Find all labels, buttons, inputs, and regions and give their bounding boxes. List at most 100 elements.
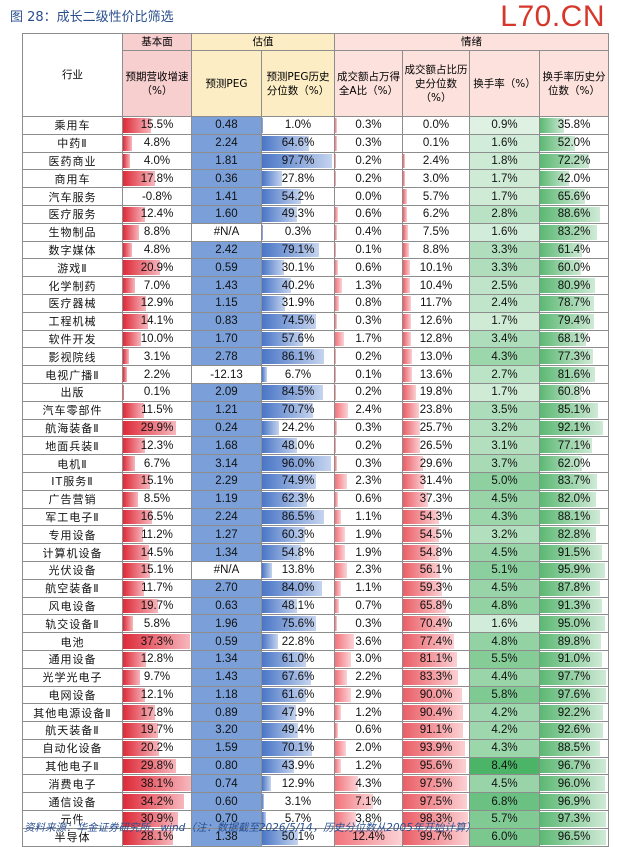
peg-percentile-cell-value: 49.3% [262,208,334,220]
growth-cell-value: 11.2% [123,529,191,541]
growth-cell: 34.2% [123,793,192,811]
turnover-percentile-cell: 82.8% [540,526,609,544]
peg-percentile-cell: 27.8% [262,170,335,188]
turnover-percentile-cell-value: 60.8% [540,386,608,398]
turnover-cell: 5.1% [470,561,540,579]
volume-share-cell: 2.3% [335,472,403,490]
volume-share-cell-value: 0.3% [335,458,402,470]
industry-name: 工程机械 [23,312,123,330]
peg-percentile-cell: 30.1% [262,259,335,277]
peg-percentile-cell-value: 13.8% [262,564,334,576]
turnover-percentile-cell-value: 95.9% [540,564,608,576]
turnover-percentile-cell-value: 68.1% [540,333,608,345]
peg-percentile-cell-value: 57.6% [262,333,334,345]
growth-cell: 5.8% [123,615,192,633]
turnover-percentile-cell-value: 60.0% [540,262,608,274]
turnover-cell: 1.7% [470,188,540,206]
volume-share-cell-value: 0.6% [335,208,402,220]
volume-percentile-cell: 83.3% [403,668,470,686]
peg-percentile-cell-value: 62.3% [262,493,334,505]
turnover-percentile-cell-value: 95.0% [540,618,608,630]
volume-share-cell: 3.0% [335,650,403,668]
turnover-percentile-cell: 87.8% [540,579,609,597]
volume-percentile-cell: 10.1% [403,259,470,277]
turnover-percentile-cell: 92.2% [540,704,609,722]
volume-percentile-cell-value: 10.1% [403,262,469,274]
turnover-cell: 2.5% [470,277,540,295]
turnover-percentile-cell-value: 89.8% [540,636,608,648]
peg-cell: 1.60 [192,205,262,223]
turnover-percentile-cell: 91.3% [540,597,609,615]
volume-percentile-cell-value: 23.8% [403,404,469,416]
industry-name: 化学制药 [23,277,123,295]
volume-share-cell: 1.7% [335,330,403,348]
peg-percentile-cell: 22.8% [262,633,335,651]
peg-percentile-cell: 79.1% [262,241,335,259]
peg-percentile-cell: 97.7% [262,152,335,170]
turnover-cell: 8.4% [470,757,540,775]
volume-share-cell: 0.2% [335,383,403,401]
volume-share-cell: 1.3% [335,277,403,295]
growth-cell: 29.8% [123,757,192,775]
peg-percentile-cell-value: 74.5% [262,315,334,327]
industry-name: 软件开发 [23,330,123,348]
peg-percentile-cell-value: 61.6% [262,689,334,701]
volume-share-cell: 1.2% [335,757,403,775]
turnover-percentile-cell-value: 96.5% [540,831,608,843]
growth-cell-value: 0.1% [123,386,191,398]
turnover-percentile-cell-value: 61.4% [540,244,608,256]
turnover-percentile-cell: 61.4% [540,241,609,259]
peg-cell: 2.70 [192,579,262,597]
growth-cell-value: 16.5% [123,511,191,523]
peg-percentile-cell: 48.0% [262,437,335,455]
peg-percentile-cell: 40.2% [262,277,335,295]
growth-cell-value: 34.2% [123,796,191,808]
turnover-percentile-cell: 85.1% [540,401,609,419]
volume-percentile-cell: 7.5% [403,223,470,241]
turnover-cell: 1.7% [470,170,540,188]
growth-cell-value: 6.7% [123,458,191,470]
growth-cell: 15.1% [123,561,192,579]
peg-percentile-cell: 74.9% [262,472,335,490]
growth-cell: 15.5% [123,117,192,135]
turnover-percentile-cell-value: 92.1% [540,422,608,434]
volume-percentile-cell-value: 0.1% [403,137,469,149]
volume-percentile-cell-value: 90.0% [403,689,469,701]
volume-share-cell: 0.2% [335,170,403,188]
growth-cell-value: 30.9% [123,813,191,825]
industry-name: 医疗器械 [23,294,123,312]
volume-percentile-cell-value: 7.5% [403,226,469,238]
industry-name: 通用设备 [23,650,123,668]
growth-cell: 0.1% [123,383,192,401]
volume-share-cell-value: 1.3% [335,280,402,292]
volume-share-cell-value: 0.3% [335,315,402,327]
volume-percentile-cell-value: 97.5% [403,796,469,808]
turnover-percentile-cell: 79.4% [540,312,609,330]
peg-cell: -12.13 [192,366,262,384]
turnover-cell: 4.3% [470,508,540,526]
volume-share-cell-value: 0.6% [335,493,402,505]
volume-share-cell-value: 3.8% [335,813,402,825]
volume-share-cell: 0.1% [335,366,403,384]
header-volume-percentile: 成交额占比历史分位数（%） [403,51,470,117]
turnover-cell: 6.8% [470,793,540,811]
volume-share-cell-value: 0.2% [335,155,402,167]
volume-share-cell-value: 1.2% [335,707,402,719]
peg-percentile-cell: 60.3% [262,526,335,544]
industry-name: 广告营销 [23,490,123,508]
volume-share-cell-value: 3.0% [335,653,402,665]
turnover-percentile-cell: 97.7% [540,668,609,686]
peg-percentile-cell-value: 54.2% [262,191,334,203]
volume-share-cell: 0.6% [335,205,403,223]
peg-cell: 2.24 [192,134,262,152]
volume-share-cell-value: 1.1% [335,511,402,523]
turnover-percentile-cell-value: 88.6% [540,208,608,220]
